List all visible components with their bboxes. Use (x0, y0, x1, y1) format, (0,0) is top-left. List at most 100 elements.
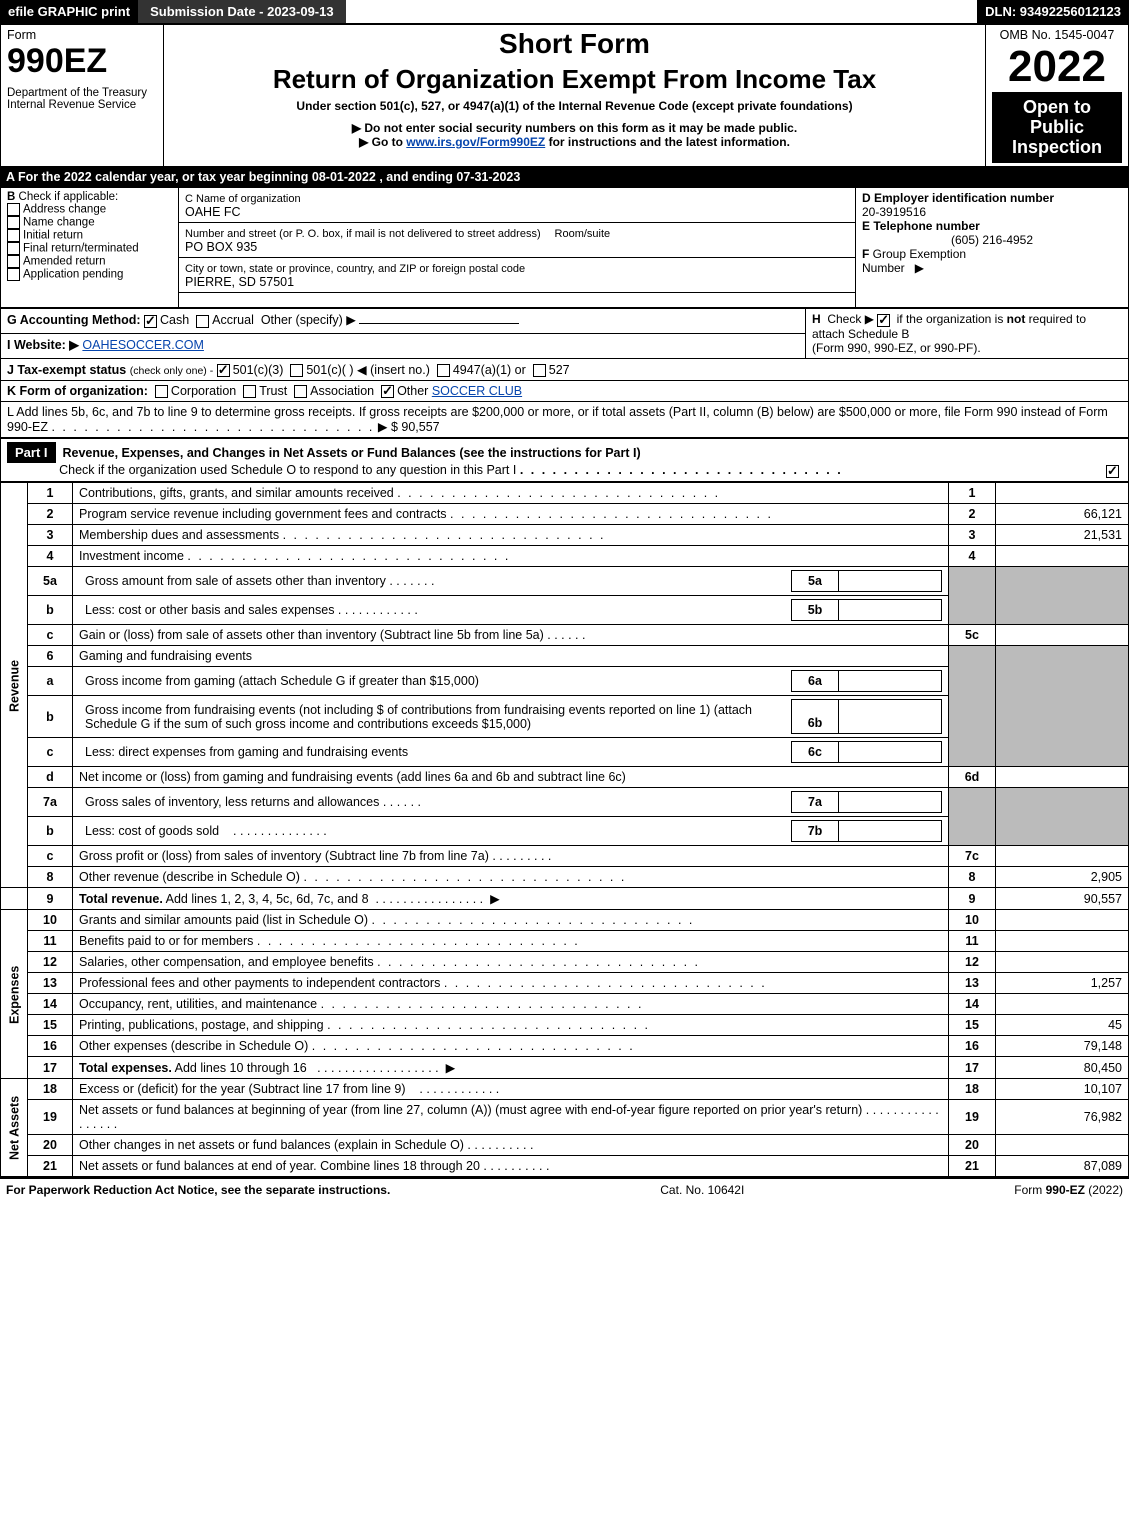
l-amount: $ 90,557 (391, 420, 440, 434)
topbar: efile GRAPHIC print Submission Date - 20… (0, 0, 1129, 24)
schedule-o-checkbox[interactable] (1106, 465, 1119, 478)
year-cell: OMB No. 1545-0047 2022 Open to Public In… (986, 25, 1129, 167)
line-3-ref: 3 (949, 525, 996, 546)
line-16-num: 16 (28, 1036, 73, 1057)
amended-return-checkbox[interactable] (7, 255, 20, 268)
h-check-text: Check ▶ (827, 312, 874, 326)
line-1-amt (996, 483, 1129, 504)
line-15-desc: Printing, publications, postage, and shi… (73, 1015, 949, 1036)
corp-checkbox[interactable] (155, 385, 168, 398)
line-2-desc: Program service revenue including govern… (73, 504, 949, 525)
line-15-amt: 45 (996, 1015, 1129, 1036)
initial-return-checkbox[interactable] (7, 229, 20, 242)
netassets-vert-label: Net Assets (1, 1079, 28, 1177)
line-8-num: 8 (28, 867, 73, 888)
line-10-amt (996, 910, 1129, 931)
section-c-name: C Name of organization OAHE FC (179, 188, 856, 223)
spacer (179, 293, 856, 308)
line-20-desc: Other changes in net assets or fund bala… (73, 1135, 949, 1156)
line-11-desc: Benefits paid to or for members (73, 931, 949, 952)
other-org-label: Other (397, 384, 428, 398)
section-g: G Accounting Method: Cash Accrual Other … (1, 309, 806, 334)
line-14-ref: 14 (949, 994, 996, 1015)
assoc-checkbox[interactable] (294, 385, 307, 398)
line-6-desc: Gaming and fundraising events (73, 646, 949, 667)
other-method-input[interactable] (359, 323, 519, 324)
address-change-checkbox[interactable] (7, 203, 20, 216)
line-7a-desc: Gross sales of inventory, less returns a… (73, 788, 949, 817)
name-change-checkbox[interactable] (7, 216, 20, 229)
section-c-city: City or town, state or province, country… (179, 258, 856, 293)
line-7ab-ref-shaded (949, 788, 996, 846)
line-6abc-amt-shaded (996, 646, 1129, 767)
form-number: 990EZ (7, 42, 157, 81)
street-value: PO BOX 935 (185, 240, 257, 254)
line-7c-ref: 7c (949, 846, 996, 867)
final-return-checkbox[interactable] (7, 242, 20, 255)
line-6d-ref: 6d (949, 767, 996, 788)
trust-checkbox[interactable] (243, 385, 256, 398)
i-label: I Website: ▶ (7, 338, 79, 352)
line-7c-num: c (28, 846, 73, 867)
line-10-desc: Grants and similar amounts paid (list in… (73, 910, 949, 931)
line-14-desc: Occupancy, rent, utilities, and maintena… (73, 994, 949, 1015)
application-pending-checkbox[interactable] (7, 268, 20, 281)
line-17-ref: 17 (949, 1057, 996, 1079)
part1-label: Part I (7, 442, 56, 463)
footer-left: For Paperwork Reduction Act Notice, see … (6, 1183, 390, 1197)
other-org-value[interactable]: SOCCER CLUB (432, 384, 522, 398)
open-public-badge: Open to Public Inspection (992, 92, 1122, 163)
501c-checkbox[interactable] (290, 364, 303, 377)
line-6d-amt (996, 767, 1129, 788)
cash-checkbox[interactable] (144, 315, 157, 328)
501c3-label: 501(c)(3) (233, 363, 284, 377)
line-5b-num: b (28, 596, 73, 625)
under-section: Under section 501(c), 527, or 4947(a)(1)… (170, 99, 979, 113)
ein-value: 20-3919516 (862, 205, 926, 219)
h-label: H (812, 312, 821, 326)
line-6a-num: a (28, 667, 73, 696)
goto-link[interactable]: ▶ Go to www.irs.gov/Form990EZ for instru… (170, 135, 979, 149)
trust-label: Trust (259, 384, 287, 398)
line-2-num: 2 (28, 504, 73, 525)
accrual-checkbox[interactable] (196, 315, 209, 328)
527-checkbox[interactable] (533, 364, 546, 377)
line-16-ref: 16 (949, 1036, 996, 1057)
line-17-desc: Total expenses. Add lines 10 through 16 … (73, 1057, 949, 1079)
line-8-desc: Other revenue (describe in Schedule O) (73, 867, 949, 888)
line-9-amt: 90,557 (996, 888, 1129, 910)
line-4-amt (996, 546, 1129, 567)
footer-cat: Cat. No. 10642I (660, 1183, 744, 1197)
room-label: Room/suite (555, 228, 611, 240)
part1-title: Revenue, Expenses, and Changes in Net As… (62, 446, 640, 460)
d-label: D Employer identification number (862, 191, 1054, 205)
other-org-checkbox[interactable] (381, 385, 394, 398)
line-3-num: 3 (28, 525, 73, 546)
line-6b-num: b (28, 696, 73, 738)
line-3-amt: 21,531 (996, 525, 1129, 546)
line-6b-subref: 6b (792, 700, 839, 734)
page-footer: For Paperwork Reduction Act Notice, see … (0, 1177, 1129, 1201)
line-7ab-amt-shaded (996, 788, 1129, 846)
website-link[interactable]: OAHESOCCER.COM (82, 338, 204, 352)
line-7b-num: b (28, 817, 73, 846)
line-7c-amt (996, 846, 1129, 867)
line-6c-subref: 6c (792, 742, 839, 763)
line-13-num: 13 (28, 973, 73, 994)
efile-print[interactable]: efile GRAPHIC print (0, 0, 138, 23)
section-a: A For the 2022 calendar year, or tax yea… (0, 167, 1129, 187)
line-19-num: 19 (28, 1100, 73, 1135)
line-5c-amt (996, 625, 1129, 646)
line-16-desc: Other expenses (describe in Schedule O) (73, 1036, 949, 1057)
line-6b-desc: Gross income from fundraising events (no… (73, 696, 949, 738)
section-l: L Add lines 5b, 6c, and 7b to line 9 to … (1, 402, 1129, 438)
address-change-label: Address change (23, 204, 106, 216)
501c3-checkbox[interactable] (217, 364, 230, 377)
irs-link[interactable]: www.irs.gov/Form990EZ (406, 135, 545, 149)
h-checkbox[interactable] (877, 314, 890, 327)
4947-checkbox[interactable] (437, 364, 450, 377)
line-17-amt: 80,450 (996, 1057, 1129, 1079)
irs-label: Internal Revenue Service (7, 99, 157, 111)
line-6abc-ref-shaded (949, 646, 996, 767)
section-k: K Form of organization: Corporation Trus… (1, 380, 1129, 401)
